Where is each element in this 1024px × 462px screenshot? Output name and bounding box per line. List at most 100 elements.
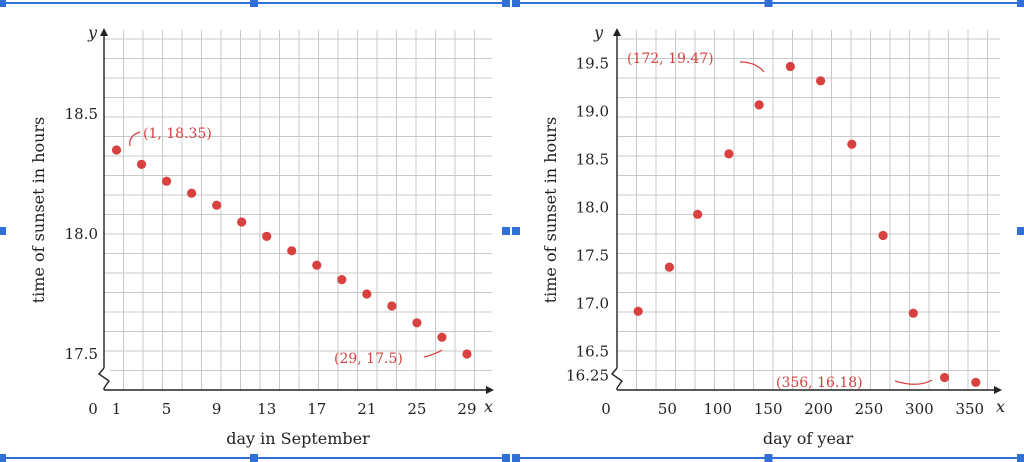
annotation-label: (172, 19.47) <box>627 51 714 67</box>
y-tick-label: 18.0 <box>576 199 609 217</box>
x-tick-label: 1 <box>112 400 122 418</box>
x-tick-label: 21 <box>357 400 376 418</box>
chart-content: 1 5 9 13 17 21 25 29 0 17.5 18.0 18.5 x y day in Septe… <box>0 0 510 462</box>
sunset-september-chart: 1 5 9 13 17 21 25 29 0 17.5 18.0 18.5 x y day in Septe… <box>0 0 510 462</box>
x-axis-variable: x <box>484 397 493 416</box>
annotation-arrow <box>739 61 765 73</box>
annotation-arrow <box>423 349 443 358</box>
data-point <box>136 159 147 169</box>
data-point <box>878 230 888 241</box>
data-point <box>187 188 197 198</box>
data-point <box>633 306 643 316</box>
data-point <box>971 377 981 387</box>
data-point <box>785 61 795 72</box>
x-axis-arrow <box>486 386 494 394</box>
data-point <box>462 349 472 359</box>
resize-handle <box>250 0 258 7</box>
resize-handle <box>512 227 520 235</box>
y-axis-title: time of sunset in hours <box>541 117 560 304</box>
y-tick-label: 17.5 <box>576 247 609 265</box>
data-point <box>724 149 734 159</box>
resize-handle <box>1017 227 1024 235</box>
x-tick-label: 29 <box>457 400 476 418</box>
data-point <box>262 231 272 241</box>
resize-handle <box>502 227 510 235</box>
chart-panel-right: 50 100 150 200 250 300 350 0 16.25 16.5 17.0 17.5 18… <box>512 0 1024 462</box>
data-point <box>908 308 918 318</box>
annotation-arrow <box>894 379 933 385</box>
data-point <box>237 217 247 227</box>
annotation-arrow <box>129 131 141 147</box>
resize-handle <box>764 454 773 462</box>
resize-handle <box>0 0 6 7</box>
y-tick-label: 17.5 <box>65 345 98 363</box>
x-tick-label: 100 <box>703 400 732 418</box>
chart-content: 50 100 150 200 250 300 350 0 16.25 16.5 17.0 17.5 18… <box>512 0 1024 462</box>
selection-frame <box>0 0 510 462</box>
selection-frame <box>512 0 1024 462</box>
x-axis-variable: x <box>996 397 1005 416</box>
origin-label: 0 <box>88 400 98 418</box>
grid <box>103 30 492 391</box>
y-tick-label: 18.5 <box>576 151 609 169</box>
axis-break-marker <box>610 367 623 389</box>
data-point <box>847 139 857 149</box>
y-tick-label: 18.0 <box>65 225 98 243</box>
data-point <box>693 209 703 219</box>
x-tick-label: 13 <box>257 400 276 418</box>
sunset-year-chart: 50 100 150 200 250 300 350 0 16.25 16.5 17.0 17.5 18… <box>512 0 1024 462</box>
x-tick-label: 350 <box>955 400 984 418</box>
y-axis-arrow <box>613 28 621 36</box>
data-point <box>939 372 950 383</box>
data-point <box>815 76 826 86</box>
x-tick-label: 17 <box>307 400 326 418</box>
resize-handle <box>0 227 6 235</box>
data-point <box>664 262 675 272</box>
x-tick-label: 5 <box>162 400 172 418</box>
x-tick-label: 300 <box>905 400 934 418</box>
annotation-label: (1, 18.35) <box>143 126 212 142</box>
y-tick-label: 16.25 <box>566 367 609 385</box>
y-axis-variable: y <box>593 23 604 42</box>
data-point <box>212 200 222 210</box>
x-tick-label: 200 <box>804 400 833 418</box>
data-point <box>387 301 397 311</box>
x-tick-label: 25 <box>407 400 426 418</box>
x-axis-title: day in September <box>226 429 370 448</box>
y-tick-label: 17.0 <box>576 295 609 313</box>
data-point <box>337 275 347 285</box>
resize-handle <box>502 454 510 462</box>
data-point <box>312 260 322 270</box>
resize-handle <box>250 454 258 462</box>
y-axis-arrow <box>100 28 108 36</box>
x-tick-label: 50 <box>658 400 677 418</box>
y-tick-label: 16.5 <box>576 343 609 361</box>
resize-handle <box>1017 454 1024 462</box>
resize-handle <box>512 454 520 462</box>
resize-handle <box>512 0 520 7</box>
y-tick-label: 19.5 <box>576 55 609 73</box>
data-point <box>754 100 764 110</box>
resize-handle <box>1017 0 1024 7</box>
x-axis-arrow <box>994 386 1002 394</box>
annotation-label: (29, 17.5) <box>334 351 403 367</box>
x-axis-title: day of year <box>763 429 854 448</box>
resize-handle <box>0 454 6 462</box>
data-point <box>437 332 447 342</box>
data-point <box>111 145 122 155</box>
data-point <box>287 246 297 256</box>
resize-handle <box>502 0 510 7</box>
origin-label: 0 <box>601 400 611 418</box>
x-tick-label: 9 <box>212 400 222 418</box>
axis-break-marker <box>97 367 110 389</box>
y-tick-label: 18.5 <box>65 105 98 123</box>
data-point <box>412 318 422 328</box>
x-tick-label: 250 <box>855 400 884 418</box>
y-tick-label: 19.0 <box>576 103 609 121</box>
data-point <box>161 176 172 186</box>
annotation-label: (356, 16.18) <box>776 375 863 391</box>
grid <box>616 30 1000 391</box>
y-axis-title: time of sunset in hours <box>29 117 48 304</box>
data-point <box>362 289 372 299</box>
x-tick-label: 150 <box>754 400 783 418</box>
